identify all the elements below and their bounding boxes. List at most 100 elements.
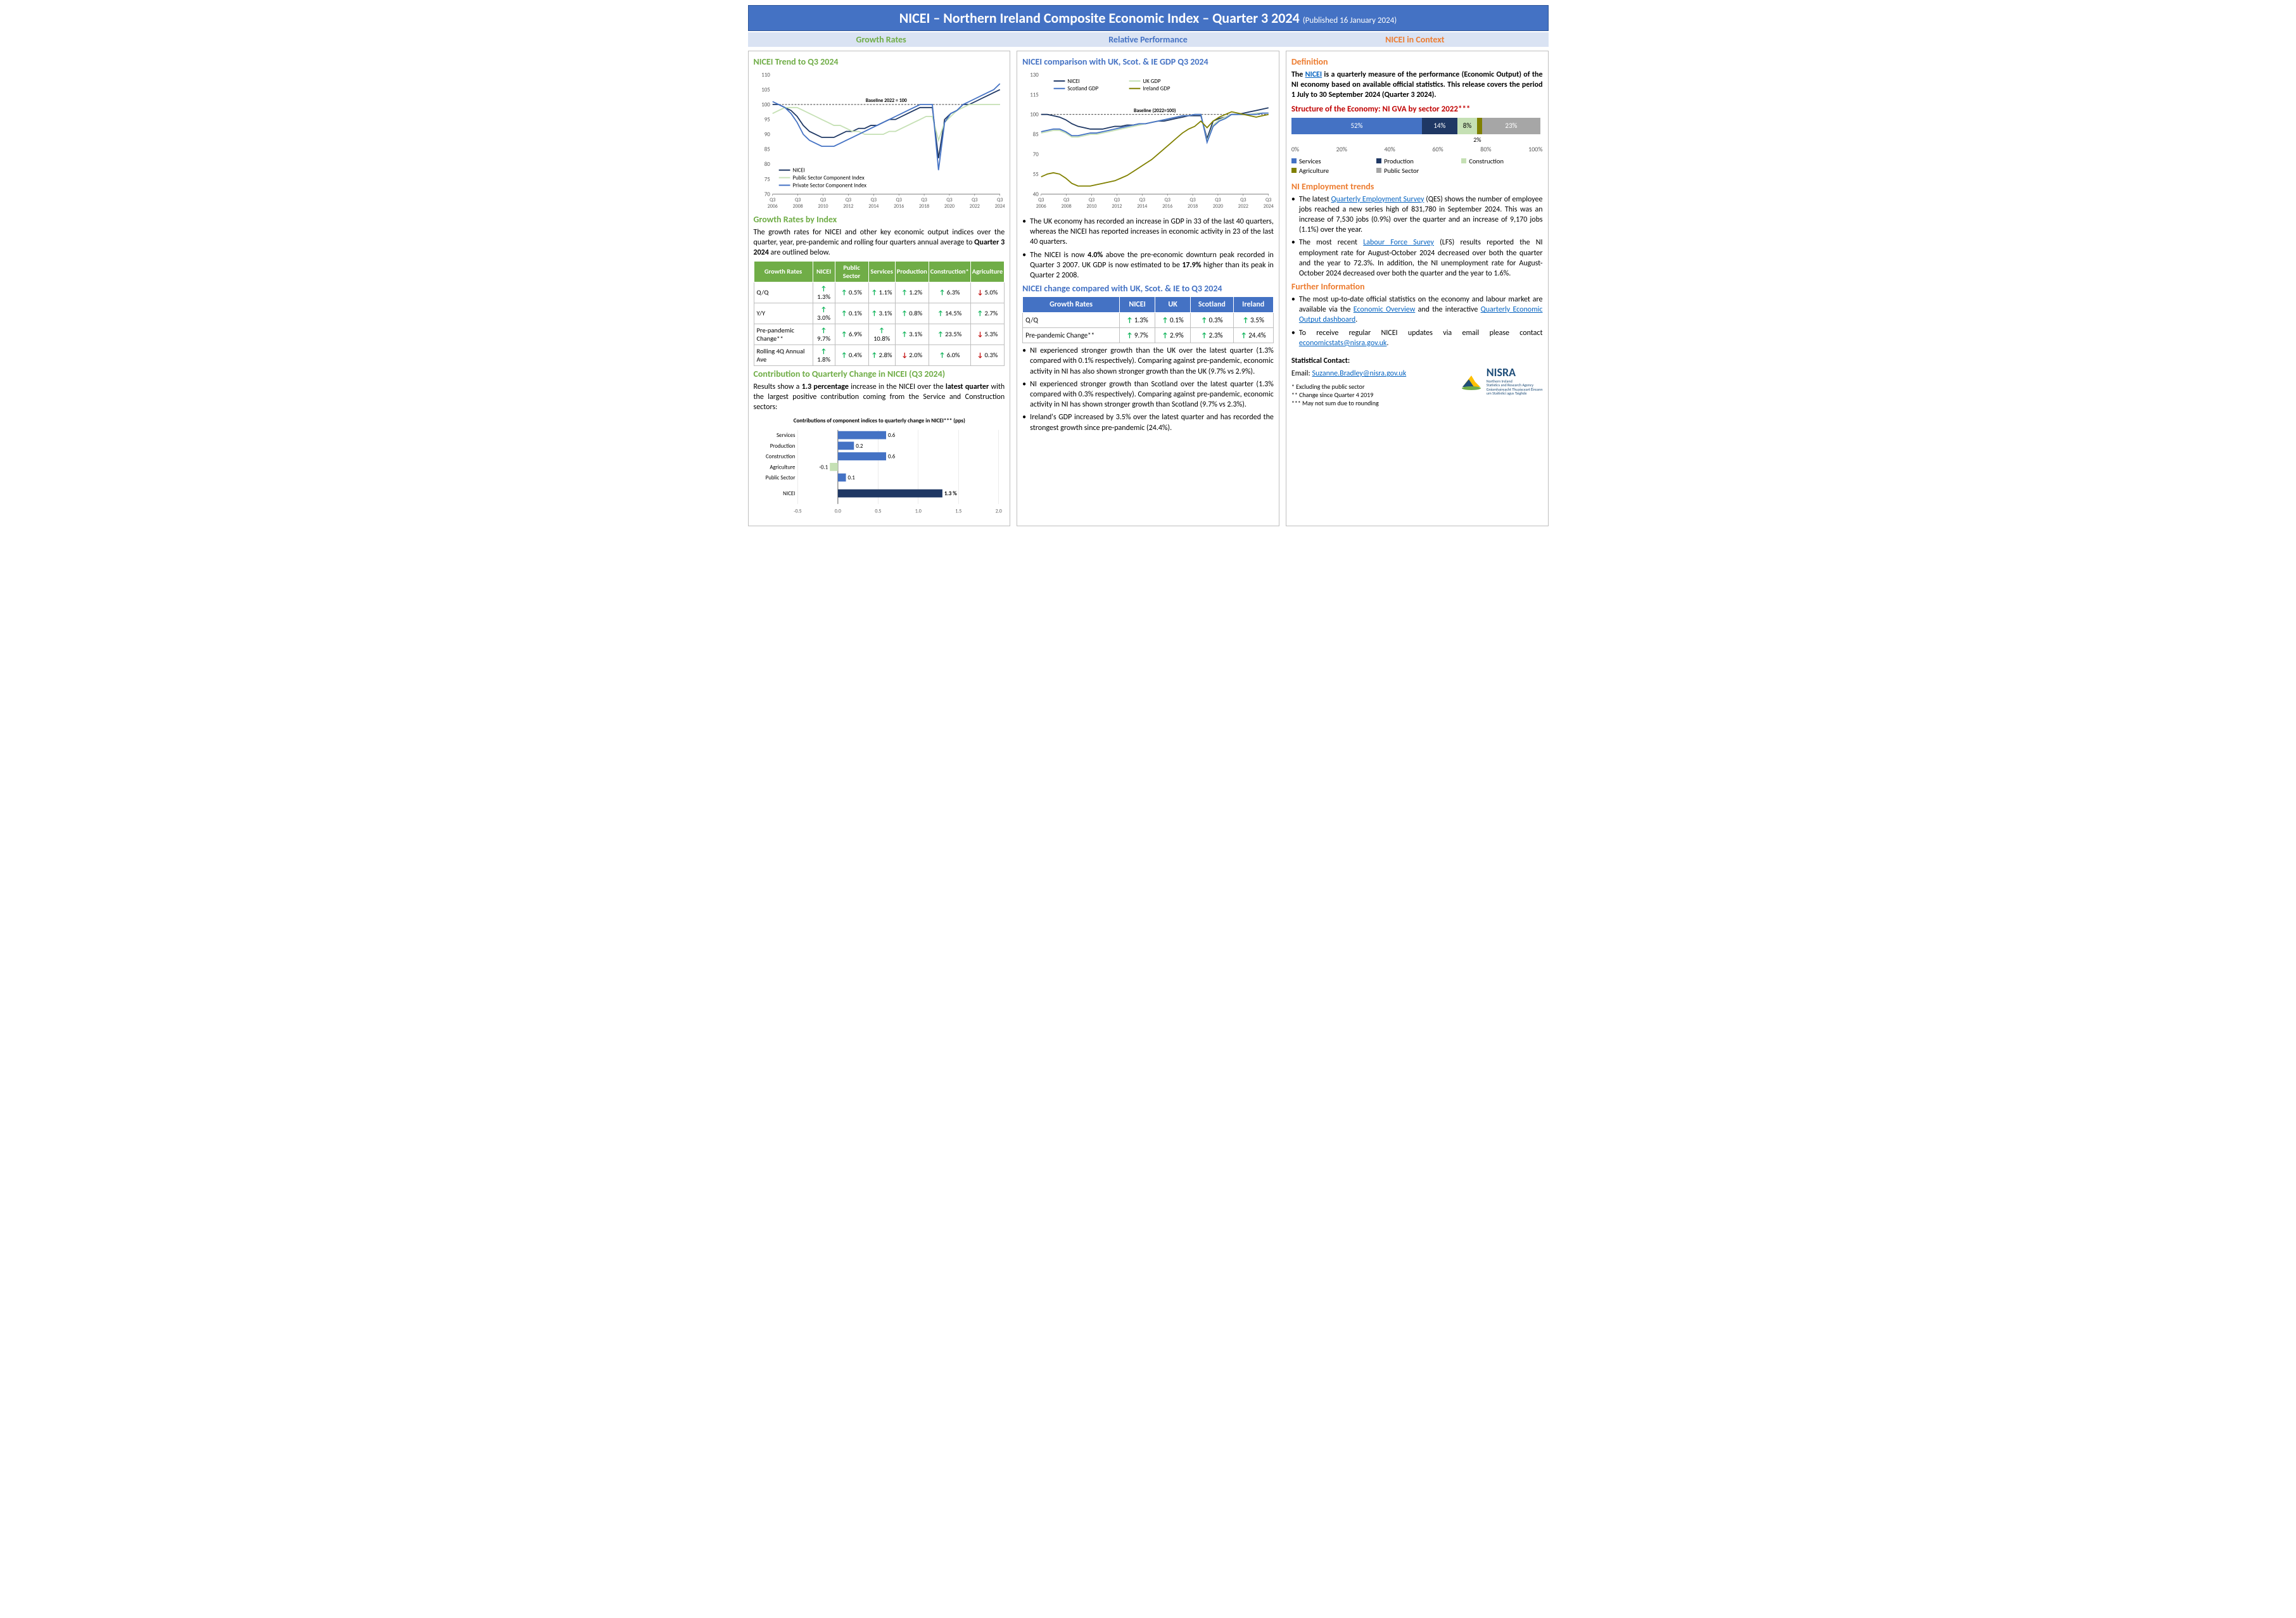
nicei-link[interactable]: NICEI [1305, 70, 1322, 79]
table-cell: ↓ 5.0% [970, 282, 1004, 303]
header-title: NICEI – Northern Ireland Composite Econo… [899, 9, 1300, 27]
table-cell: ↑ 2.9% [1155, 328, 1191, 343]
table-row-label: Q/Q [1023, 313, 1120, 328]
table-header: Agriculture [970, 261, 1004, 282]
gva-title: Structure of the Economy: NI GVA by sect… [1291, 104, 1543, 114]
table-cell: ↑ 6.3% [929, 282, 970, 303]
link[interactable]: Quarterly Employment Survey [1331, 195, 1424, 204]
gva-bar: 52%14%8%23% [1291, 118, 1543, 134]
change-table: Growth RatesNICEIUKScotlandIrelandQ/Q↑ 1… [1022, 296, 1274, 343]
svg-text:110: 110 [761, 72, 770, 79]
svg-text:0.0: 0.0 [834, 509, 840, 515]
table-cell: ↑ 3.1% [868, 303, 895, 324]
table-cell: ↑ 1.2% [895, 282, 929, 303]
svg-text:Q3: Q3 [1190, 197, 1196, 203]
table-cell: ↑ 23.5% [929, 324, 970, 344]
table-row-label: Pre-pandemic Change** [1023, 328, 1120, 343]
svg-text:0.5: 0.5 [875, 509, 881, 515]
list-item: The most recent Labour Force Survey (LFS… [1291, 237, 1543, 279]
table-cell: ↓ 5.3% [970, 324, 1004, 344]
svg-text:Q3: Q3 [972, 197, 977, 203]
contact-email[interactable]: Suzanne.Bradley@nisra.gov.uk [1312, 369, 1406, 378]
table-header: Scotland [1191, 297, 1233, 313]
table-cell: ↑ 0.4% [835, 344, 868, 365]
footnotes: * Excluding the public sector** Change s… [1291, 382, 1455, 407]
svg-text:Agriculture: Agriculture [770, 464, 796, 471]
svg-text:-0.5: -0.5 [794, 509, 801, 515]
svg-text:Q3: Q3 [1114, 197, 1120, 203]
svg-text:Contributions of component ind: Contributions of component indices to qu… [793, 417, 965, 424]
table-header: UK [1155, 297, 1191, 313]
change-title: NICEI change compared with UK, Scot. & I… [1022, 283, 1274, 294]
svg-text:2006: 2006 [1036, 203, 1046, 210]
svg-text:Q3: Q3 [921, 197, 927, 203]
svg-text:2018: 2018 [919, 203, 929, 210]
trend-title: NICEI Trend to Q3 2024 [754, 56, 1005, 67]
table-header: Growth Rates [754, 261, 813, 282]
svg-text:2012: 2012 [843, 203, 853, 210]
svg-text:95: 95 [764, 117, 770, 123]
axis-tick: 100% [1528, 145, 1542, 153]
emp-bullets: The latest Quarterly Employment Survey (… [1291, 194, 1543, 279]
comp-chart: 40557085100115130Baseline (2022=100)Q320… [1022, 70, 1274, 214]
table-cell: ↑ 0.5% [835, 282, 868, 303]
table-header: Production [895, 261, 929, 282]
table-cell: ↑ 1.3% [1120, 313, 1155, 328]
table-header: NICEI [1120, 297, 1155, 313]
list-item: The UK economy has recorded an increase … [1022, 217, 1274, 248]
growth-table: Growth RatesNICEIPublic SectorServicesPr… [754, 261, 1005, 366]
svg-text:Q3: Q3 [845, 197, 851, 203]
svg-text:0.6: 0.6 [888, 433, 896, 439]
contrib-text: Results show a 1.3 percentage increase i… [754, 382, 1005, 413]
link[interactable]: Quarterly Economic Output dashboard [1299, 305, 1543, 324]
bar-segment: 14% [1422, 118, 1457, 134]
table-cell: ↑ 1.8% [813, 344, 835, 365]
svg-text:55: 55 [1033, 172, 1039, 178]
table-row-label: Y/Y [754, 303, 813, 324]
svg-text:100: 100 [761, 102, 770, 108]
table-cell: ↑ 3.0% [813, 303, 835, 324]
col-relative: NICEI comparison with UK, Scot. & IE GDP… [1017, 51, 1279, 526]
legend-item: Public Sector [1376, 167, 1457, 175]
table-row-label: Pre-pandemic Change** [754, 324, 813, 344]
svg-text:Q3: Q3 [870, 197, 876, 203]
svg-text:100: 100 [1030, 112, 1039, 118]
svg-text:2012: 2012 [1112, 203, 1122, 210]
list-item: NI experienced stronger growth than the … [1022, 346, 1274, 377]
svg-text:105: 105 [761, 87, 770, 93]
footnote: ** Change since Quarter 4 2019 [1291, 391, 1455, 399]
list-item: To receive regular NICEI updates via ema… [1291, 328, 1543, 348]
axis-tick: 20% [1336, 145, 1347, 153]
subhead-right: NICEI in Context [1281, 32, 1548, 47]
table-header: Services [868, 261, 895, 282]
table-cell: ↑ 2.8% [868, 344, 895, 365]
bar-segment: 23% [1482, 118, 1540, 134]
gva-legend: ServicesProductionConstructionAgricultur… [1291, 157, 1543, 175]
svg-text:2010: 2010 [1087, 203, 1097, 210]
link[interactable]: Labour Force Survey [1363, 238, 1434, 247]
svg-text:Q3: Q3 [1038, 197, 1044, 203]
axis-tick: 80% [1480, 145, 1491, 153]
header-bar: NICEI – Northern Ireland Composite Econo… [748, 5, 1549, 31]
table-header: Ireland [1233, 297, 1273, 313]
svg-text:2022: 2022 [969, 203, 979, 210]
table-cell: ↑ 9.7% [1120, 328, 1155, 343]
trend-chart: 707580859095100105110Baseline 2022 = 100… [754, 70, 1005, 214]
svg-text:Q3: Q3 [1265, 197, 1271, 203]
nisra-icon [1460, 369, 1483, 392]
table-cell: ↑ 9.7% [813, 324, 835, 344]
svg-text:115: 115 [1030, 92, 1039, 98]
growth-rates-text: The growth rates for NICEI and other key… [754, 227, 1005, 258]
axis-tick: 0% [1291, 145, 1299, 153]
table-cell: ↑ 6.0% [929, 344, 970, 365]
header-published: (Published 16 January 2024) [1303, 16, 1397, 25]
table-cell: ↓ 2.0% [895, 344, 929, 365]
svg-text:75: 75 [764, 177, 770, 183]
svg-text:Q3: Q3 [946, 197, 952, 203]
col-context: Definition The NICEI is a quarterly meas… [1286, 51, 1549, 526]
svg-text:Public Sector: Public Sector [765, 475, 795, 481]
link[interactable]: Economic Overview [1354, 305, 1416, 314]
link[interactable]: economicstats@nisra.gov.uk [1299, 339, 1387, 348]
table-header: NICEI [813, 261, 835, 282]
contact-block: Statistical Contact: Email: Suzanne.Brad… [1291, 353, 1543, 407]
